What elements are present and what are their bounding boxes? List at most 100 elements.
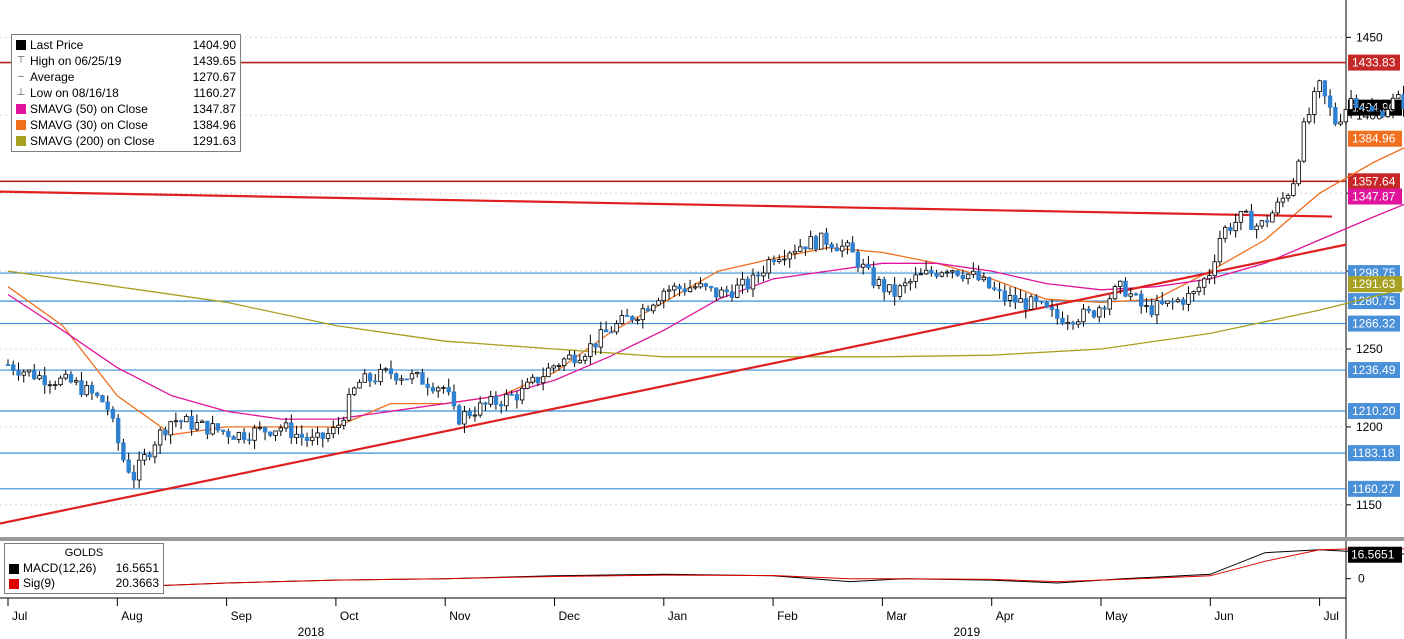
candle-body [1065,322,1070,325]
candle-body [860,263,866,268]
legend-swatch-sma30 [16,120,26,130]
candle-body [813,236,819,250]
candle-body [630,316,635,321]
candle-body [53,384,58,387]
candle-body [163,429,168,436]
candle-body [824,232,829,245]
sma-line [7,203,1404,420]
candle-body [1023,298,1029,310]
candle-body [1280,197,1286,203]
legend-swatch-last [16,40,26,50]
candle-body [94,392,100,396]
month-label: Jan [668,609,687,623]
candle-body [493,396,499,405]
candle-body [1128,293,1133,297]
candle-body [152,444,158,458]
candle-body [708,286,714,289]
legend-row-low: ⊥ Low on 08/16/18 1160.27 [16,85,236,101]
candle-body [26,369,32,373]
candle-body [5,364,11,366]
candle-body [89,385,95,394]
legend-value: 1347.87 [192,102,236,116]
candle-body [1275,201,1280,214]
candle-body [210,423,215,435]
year-label: 2018 [298,625,325,639]
candle-body [115,417,121,444]
candle-body [1039,301,1044,303]
candle-body [362,373,367,383]
legend-value: 1439.65 [192,54,236,68]
level-tag-label: 1280.75 [1352,294,1396,308]
candle-body [1102,307,1107,310]
candle-body [404,378,409,381]
candle-body [231,436,236,440]
month-label: Mar [886,609,907,623]
candle-body [205,420,210,435]
candle-body [1317,80,1322,92]
candle-body [1149,305,1154,316]
candle-body [1338,121,1343,125]
candle-body [1049,306,1055,310]
candle-body [1291,183,1296,196]
candle-body [923,269,929,275]
candle-body [735,284,740,298]
candle-body [346,393,352,421]
candle-body [367,373,373,382]
candle-body [320,432,325,439]
candle-body [1118,280,1123,287]
candle-body [1254,225,1259,231]
value-tag-label: 1291.63 [1352,277,1396,291]
candle-body [451,391,457,407]
legend-label: SMAVG (200) on Close [30,134,155,148]
candle-body [32,369,37,380]
candle-body [383,368,388,371]
candle-body [971,270,976,275]
candle-body [488,396,493,405]
candle-body [593,343,598,348]
candle-body [241,432,247,441]
candle-body [992,287,997,290]
candle-body [902,282,908,287]
candle-body [897,285,903,297]
candle-body [1212,261,1217,276]
candle-body [1034,296,1039,302]
candle-body [750,274,756,290]
candle-body [1133,293,1139,296]
candle-body [1217,237,1223,263]
candle-body [220,429,226,432]
candle-body [79,380,84,396]
high-marker-icon: ⊤ [16,55,26,66]
candle-body [199,420,205,423]
candle-body [798,246,803,252]
month-label: Jul [1324,609,1339,623]
candle-body [1369,106,1375,112]
candle-body [147,454,152,458]
legend-swatch-sma200 [16,136,26,146]
candle-body [1259,220,1265,227]
candle-body [1097,307,1102,318]
price-tick-label: 1150 [1356,498,1382,512]
candle-body [1296,160,1301,185]
candle-body [289,422,294,439]
legend-swatch-sma50 [16,104,26,114]
price-tick-label: 1250 [1356,342,1383,356]
candle-body [787,252,792,260]
candle-body [939,272,945,277]
month-label: Jul [12,609,27,623]
candle-body [1333,106,1338,125]
legend-value: 1160.27 [193,86,237,100]
candle-body [546,367,551,378]
candle-body [331,427,336,435]
candle-body [567,354,572,360]
candle-body [136,459,142,481]
candle-body [315,432,320,438]
candle-body [336,424,341,429]
candle-body [1359,107,1364,110]
candle-body [1285,195,1291,199]
level-tag [1348,445,1400,462]
candle-body [131,471,137,481]
candle-body [530,376,535,383]
candle-body [950,270,955,273]
candle-body [399,378,404,381]
candle-body [871,267,876,286]
